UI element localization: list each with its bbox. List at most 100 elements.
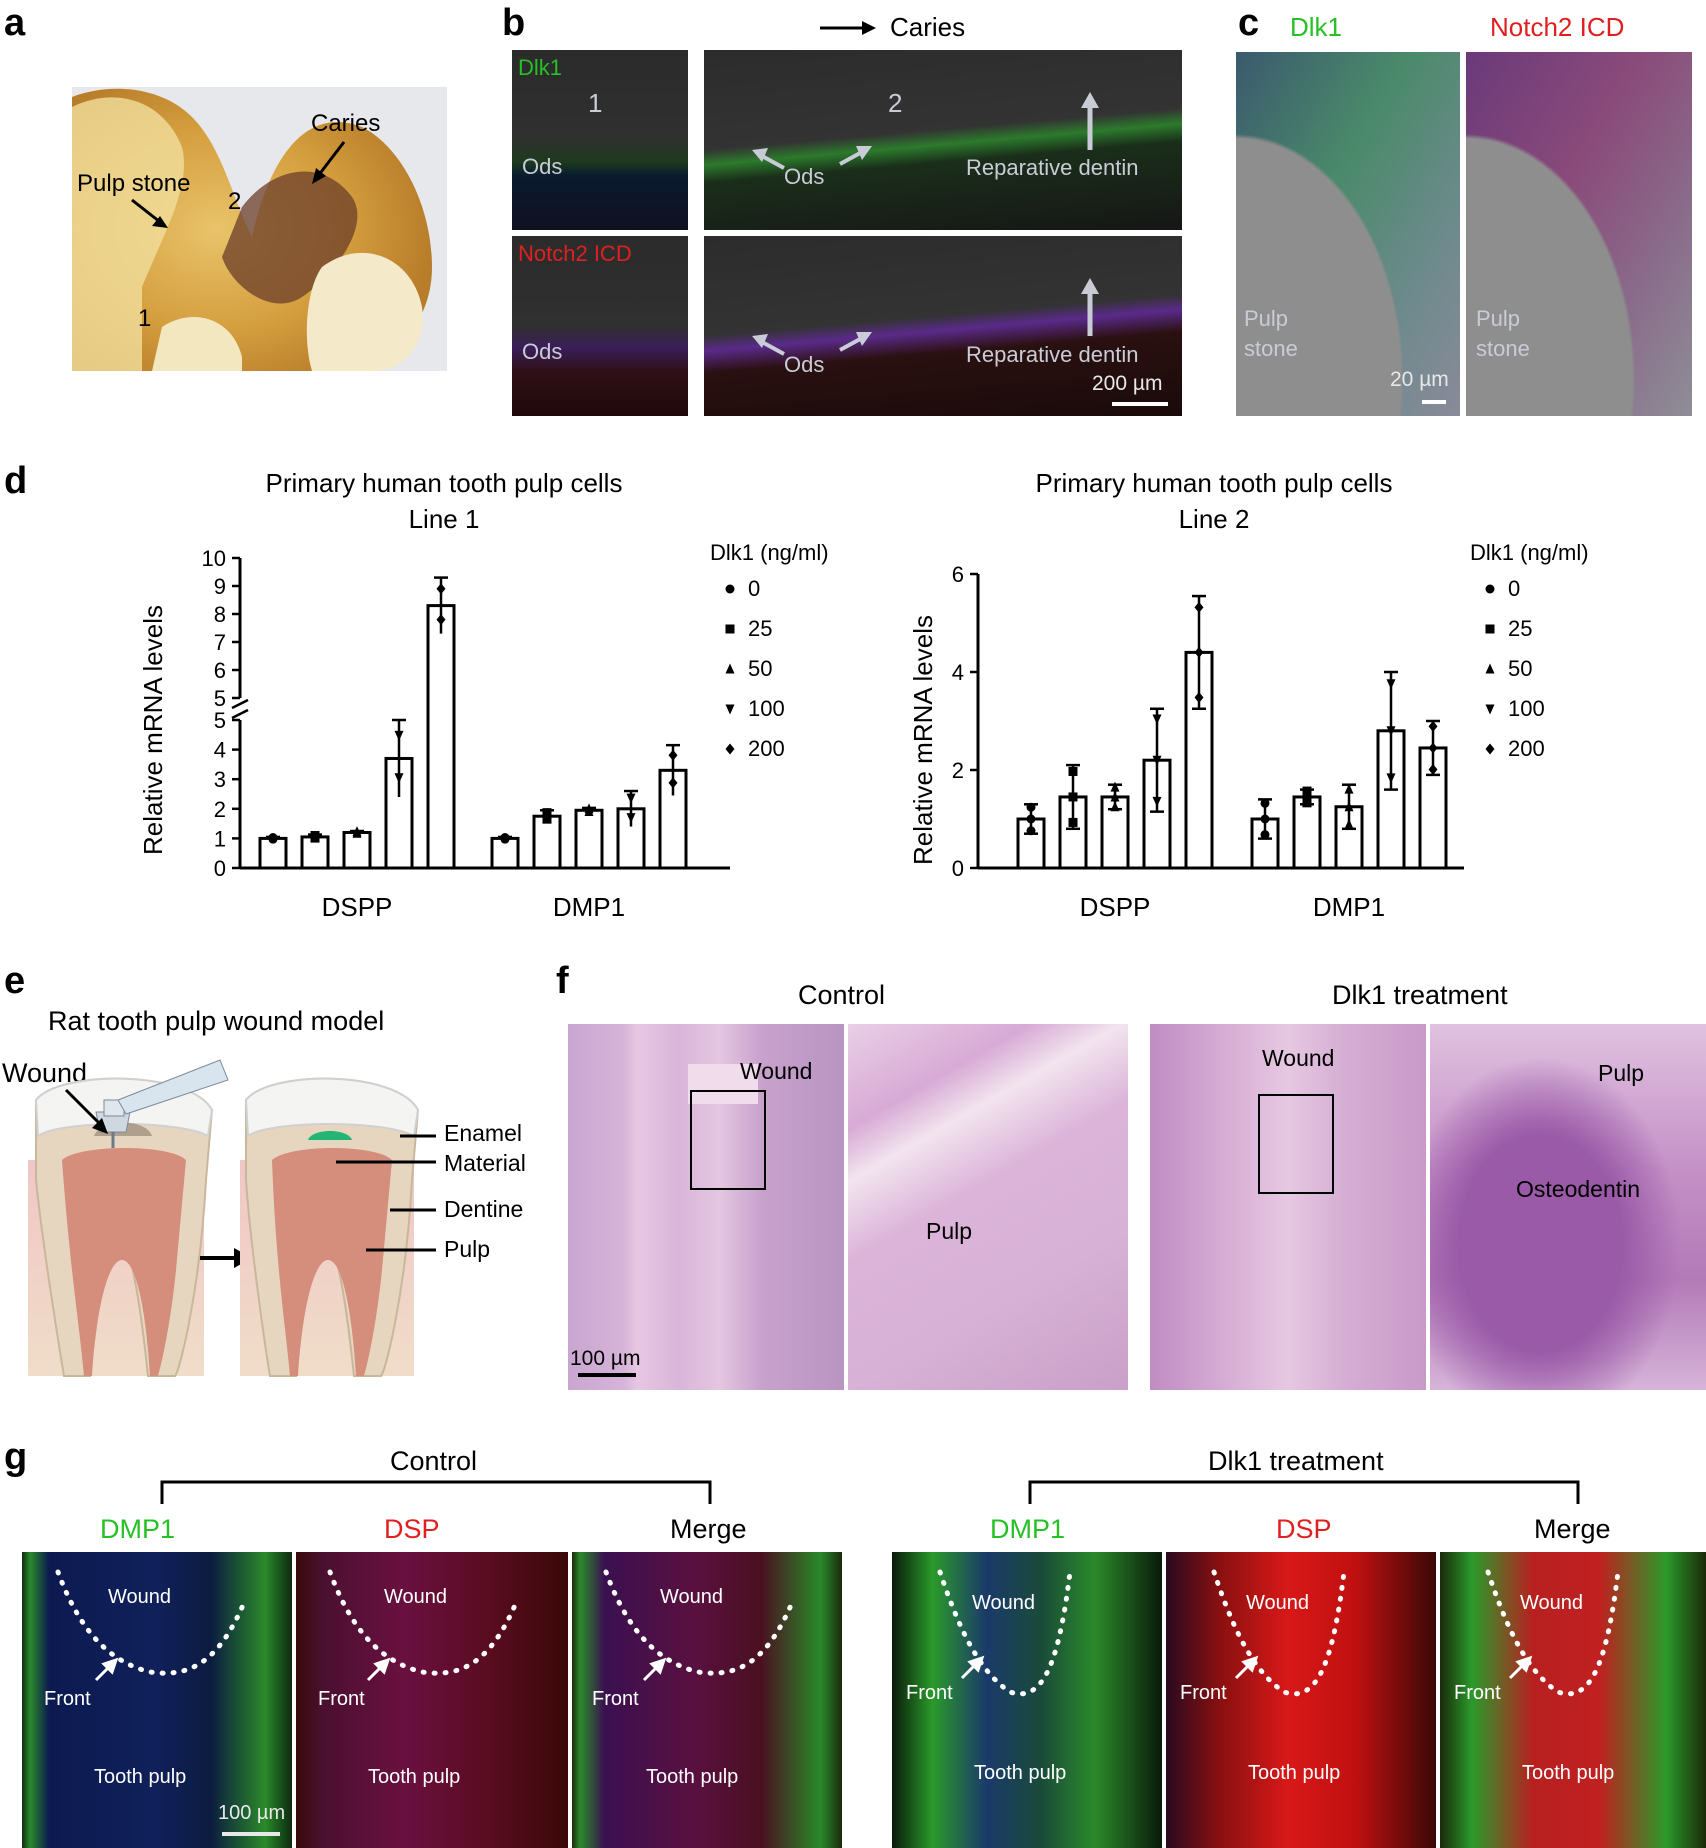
point-DMP1-200 xyxy=(668,749,678,761)
g-front-label-5: Front xyxy=(1180,1682,1227,1704)
f-control-overview-image xyxy=(568,1024,844,1390)
chart2-ytick-label: 6 xyxy=(952,562,964,587)
panel-label-d: d xyxy=(4,460,28,502)
g-dlk1-dmp1-image xyxy=(892,1552,1162,1848)
e-enamel-label: Enamel xyxy=(444,1120,522,1146)
legend-marker-200 xyxy=(1485,743,1495,755)
panel-label-g: g xyxy=(4,1436,28,1478)
legend-label-25: 25 xyxy=(1508,616,1532,641)
g-control-dmp1-label: DMP1 xyxy=(100,1514,176,1544)
chart-line1: Primary human tooth pulp cells Line 1 Rela… xyxy=(138,470,829,922)
point-DSPP-50 xyxy=(352,827,362,838)
point-DSPP-0 xyxy=(268,834,278,844)
g-tooth-pulp-label-5: Tooth pulp xyxy=(1248,1762,1341,1784)
point-DSPP-100 xyxy=(394,773,404,784)
chart1-xlabel-DSPP: DSPP xyxy=(322,892,393,922)
g-control-dmp1-image xyxy=(22,1552,292,1848)
f-scale-bar xyxy=(578,1373,636,1377)
legend-marker-200 xyxy=(725,743,735,755)
point-DMP1-0 xyxy=(1260,830,1270,840)
g-tooth-pulp-label-6: Tooth pulp xyxy=(1522,1762,1615,1784)
b-dlk1-region2-image xyxy=(704,50,1182,230)
b-reparative-dentin-label-2: Reparative dentin xyxy=(966,342,1139,367)
bar-DMP1-50 xyxy=(1334,805,1364,870)
bar-DMP1-50 xyxy=(574,808,604,870)
g-control-dsp-label: DSP xyxy=(384,1514,440,1544)
caries-label: Caries xyxy=(311,110,381,137)
point-DMP1-100 xyxy=(1386,773,1396,784)
b-ods-label-1: Ods xyxy=(522,154,563,179)
panel-label-a: a xyxy=(4,2,26,44)
chart1-ytick-label: 5 xyxy=(214,686,226,711)
legend-label-200: 200 xyxy=(1508,736,1545,761)
g-tooth-pulp-label-1: Tooth pulp xyxy=(94,1766,187,1788)
pulp-stone-label: Pulp stone xyxy=(77,170,191,197)
legend-marker-50 xyxy=(725,663,735,674)
legend-label-50: 50 xyxy=(1508,656,1532,681)
g-dlk1-dsp-image xyxy=(1166,1552,1436,1848)
f-control-zoom-image xyxy=(848,1024,1128,1390)
g-front-label-1: Front xyxy=(44,1688,91,1710)
legend-label-0: 0 xyxy=(748,576,760,601)
chart1-ytick-label: 0 xyxy=(214,856,226,881)
chart1-break-mark-1 xyxy=(231,698,249,710)
c-pulp-label-1: Pulp xyxy=(1244,306,1289,331)
point-DMP1-100 xyxy=(626,793,636,804)
point-DSPP-200 xyxy=(1194,646,1204,658)
g-front-label-2: Front xyxy=(318,1688,365,1710)
chart1-ytick-label: 4 xyxy=(214,738,226,763)
f-dlk1-title: Dlk1 treatment xyxy=(1332,980,1508,1010)
chart2-xlabel-DMP1: DMP1 xyxy=(1313,892,1385,922)
e-pulp-label: Pulp xyxy=(444,1236,491,1262)
c-dlk1-image xyxy=(1236,52,1460,416)
legend-label-100: 100 xyxy=(748,696,785,721)
g-dlk1-merge-image xyxy=(1440,1552,1706,1848)
chart2-ylabel: Relative mRNA levels xyxy=(908,615,938,865)
g-scale-label: 100 µm xyxy=(218,1802,286,1824)
panel-label-f: f xyxy=(556,960,569,1002)
b-reparative-dentin-label: Reparative dentin xyxy=(966,155,1139,180)
point-DSPP-200 xyxy=(436,583,446,595)
area-2-label: 2 xyxy=(228,188,242,215)
b-top-arrows-icon xyxy=(752,92,1099,170)
g-front-label-4: Front xyxy=(906,1682,953,1704)
chart1-ytick-label: 10 xyxy=(202,546,226,571)
c-scale-bar xyxy=(1422,400,1446,404)
e-dentine-label: Dentine xyxy=(444,1196,524,1222)
f-wound-label-2: Wound xyxy=(1262,1045,1335,1071)
point-DSPP-0 xyxy=(1026,802,1036,812)
point-DMP1-0 xyxy=(500,834,510,844)
e-title: Rat tooth pulp wound model xyxy=(48,1006,385,1036)
chart1-ytick-label: 1 xyxy=(214,826,226,851)
g-tooth-pulp-label-3: Tooth pulp xyxy=(646,1766,739,1788)
chart1-ytick-label: 3 xyxy=(214,767,226,792)
point-DMP1-200 xyxy=(668,777,678,789)
bar-DMP1-25 xyxy=(532,814,562,870)
f-scale-label: 100 µm xyxy=(570,1347,641,1370)
b-scale-bar xyxy=(1112,402,1168,406)
legend-label-100: 100 xyxy=(1508,696,1545,721)
g-tooth-pulp-label-2: Tooth pulp xyxy=(368,1766,461,1788)
chart1-title: Primary human tooth pulp cells xyxy=(266,470,623,498)
point-DMP1-25 xyxy=(1302,798,1312,808)
f-osteodentin-label: Osteodentin xyxy=(1516,1176,1641,1202)
f-pulp-label-2: Pulp xyxy=(1598,1060,1645,1086)
g-scale-bar xyxy=(222,1832,280,1836)
chart1-ytick-label: 7 xyxy=(214,630,226,655)
tooth-diagram xyxy=(28,1059,436,1377)
point-DSPP-100 xyxy=(394,730,404,741)
legend-title: Dlk1 (ng/ml) xyxy=(710,540,829,565)
point-DMP1-25 xyxy=(1302,786,1312,796)
point-DSPP-25 xyxy=(1068,817,1078,827)
point-DMP1-50 xyxy=(1344,801,1354,812)
b-bottom-arrows-icon xyxy=(752,278,1099,356)
panel-label-c: c xyxy=(1238,2,1260,44)
point-DSPP-100 xyxy=(1152,755,1162,766)
g-wound-label-5: Wound xyxy=(1246,1592,1310,1614)
legend-label-200: 200 xyxy=(748,736,785,761)
legend-marker-25 xyxy=(1485,624,1495,634)
g-front-label-6: Front xyxy=(1454,1682,1501,1704)
c-notch2-label: Notch2 ICD xyxy=(1490,12,1625,42)
point-DMP1-50 xyxy=(1344,783,1354,794)
point-DMP1-50 xyxy=(584,805,594,816)
